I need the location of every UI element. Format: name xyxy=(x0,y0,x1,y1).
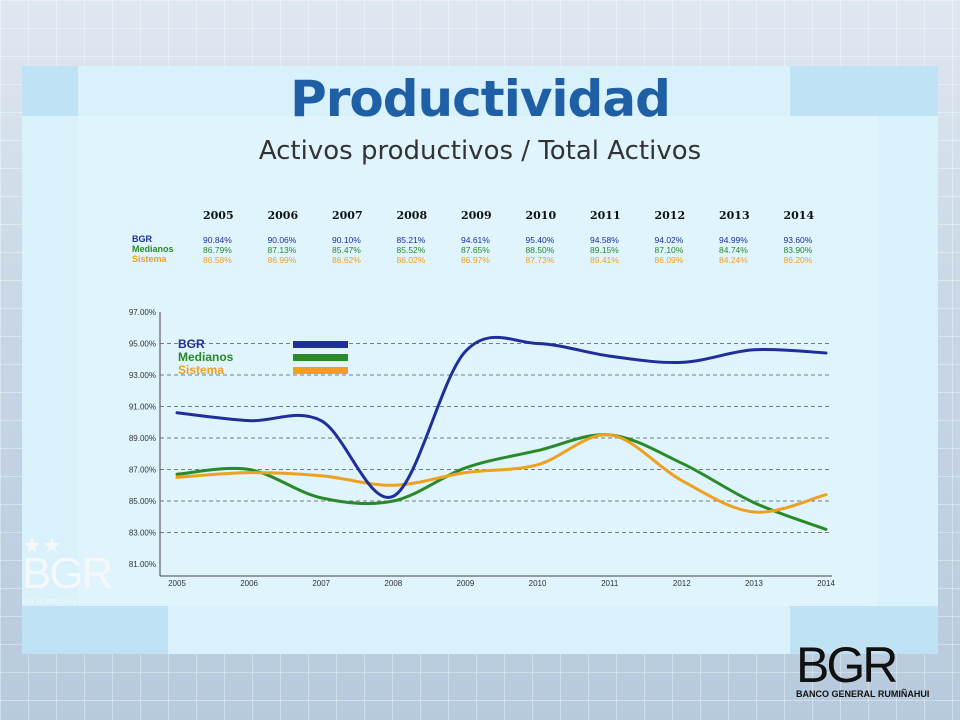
table-cell: 85.52% xyxy=(396,245,426,255)
table-cell: 86.79% xyxy=(203,245,232,255)
y-tick-label: 89.00% xyxy=(129,434,156,443)
table-cell: 86.02% xyxy=(396,255,426,265)
x-tick-label: 2005 xyxy=(168,579,186,588)
table-cell: 95.40% xyxy=(525,235,555,245)
table-cell: 85.47% xyxy=(332,245,361,255)
y-tick-label: 81.00% xyxy=(129,560,156,569)
table-cell: 85.21% xyxy=(396,235,426,245)
table-row-label: BGR xyxy=(132,234,152,244)
table-cell: 90.06% xyxy=(267,235,297,245)
y-tick-label: 91.00% xyxy=(129,403,156,412)
slide-corner-br xyxy=(790,606,938,654)
table-cell: 86.62% xyxy=(332,255,361,265)
table-year-header: 2007 xyxy=(332,209,363,222)
table-cell: 90.10% xyxy=(332,235,361,245)
logo-right: BGR BANCO GENERAL RUMIÑAHUI xyxy=(796,637,930,699)
table-cell: 86.58% xyxy=(203,255,232,265)
slide-corner-tr xyxy=(790,66,938,116)
slide-corner-tl xyxy=(22,66,78,116)
table-cell: 86.97% xyxy=(461,255,490,265)
table-year-header: 2005 xyxy=(203,209,234,222)
x-tick-label: 2014 xyxy=(817,579,835,588)
legend-label: Medianos xyxy=(178,350,234,364)
table-cell: 94.02% xyxy=(654,235,684,245)
table-cell: 89.41% xyxy=(590,255,619,265)
table-row-label: Sistema xyxy=(132,254,167,264)
y-tick-label: 97.00% xyxy=(129,308,156,317)
table-year-header: 2012 xyxy=(654,209,686,222)
x-tick-label: 2012 xyxy=(673,579,691,588)
series-line-medianos xyxy=(175,433,828,531)
table-cell: 86.20% xyxy=(783,255,813,265)
y-tick-label: 83.00% xyxy=(129,529,156,538)
x-tick-label: 2009 xyxy=(457,579,475,588)
x-tick-label: 2007 xyxy=(312,579,330,588)
table-year-header: 2013 xyxy=(719,209,750,222)
table-cell: 93.60% xyxy=(783,235,813,245)
table-year-header: 2009 xyxy=(461,209,492,222)
table-cell: 87.65% xyxy=(461,245,490,255)
legend-swatch xyxy=(293,367,348,374)
logo-right-text: BGR xyxy=(796,637,898,693)
slide-panel xyxy=(22,66,938,654)
table-cell: 83.90% xyxy=(783,245,813,255)
table-year-header: 2014 xyxy=(783,209,815,222)
x-tick-label: 2013 xyxy=(745,579,763,588)
table-year-header: 2011 xyxy=(590,209,621,222)
legend-swatch xyxy=(293,341,348,348)
legend-swatch xyxy=(293,354,348,361)
series-line-sistema xyxy=(175,433,828,514)
logo-left-tagline: BAL RUMIÑAHUI xyxy=(22,599,77,606)
table-cell: 94.61% xyxy=(461,235,490,245)
y-tick-label: 85.00% xyxy=(129,497,156,506)
table-cell: 86.99% xyxy=(267,255,297,265)
table-year-header: 2008 xyxy=(396,209,428,222)
x-tick-label: 2006 xyxy=(240,579,258,588)
table-cell: 88.50% xyxy=(525,245,555,255)
table-cell: 87.10% xyxy=(654,245,684,255)
series-line-bgr xyxy=(175,335,828,499)
slide-subtitle: Activos productivos / Total Activos xyxy=(258,136,702,166)
logo-right-tagline: BANCO GENERAL RUMIÑAHUI xyxy=(796,689,930,699)
table-cell: 87.13% xyxy=(267,245,297,255)
table-cell: 86.09% xyxy=(654,255,684,265)
table-cell: 94.99% xyxy=(719,235,748,245)
table-cell: 87.73% xyxy=(525,255,555,265)
table-cell: 84.74% xyxy=(719,245,748,255)
slide-title: Productividad xyxy=(290,70,671,128)
y-tick-label: 87.00% xyxy=(129,466,156,475)
stars-icon xyxy=(24,537,60,553)
x-tick-label: 2008 xyxy=(384,579,402,588)
y-tick-label: 93.00% xyxy=(129,371,156,380)
x-tick-label: 2010 xyxy=(529,579,547,588)
table-cell: 94.58% xyxy=(590,235,619,245)
table-cell: 90.84% xyxy=(203,235,232,245)
table-cell: 89.15% xyxy=(590,245,619,255)
y-tick-label: 95.00% xyxy=(129,340,156,349)
slide-inner xyxy=(78,116,878,606)
table-year-header: 2010 xyxy=(525,209,557,222)
table-row-label: Medianos xyxy=(132,244,174,254)
logo-left-text: BGR xyxy=(22,549,113,598)
table-cell: 84.24% xyxy=(719,255,748,265)
slide-top-band xyxy=(22,66,938,116)
legend-label: Sistema xyxy=(178,363,224,377)
table-year-header: 2006 xyxy=(267,209,299,222)
slide-corner-bl xyxy=(22,606,168,654)
x-tick-label: 2011 xyxy=(601,579,619,588)
legend-label: BGR xyxy=(178,337,205,351)
